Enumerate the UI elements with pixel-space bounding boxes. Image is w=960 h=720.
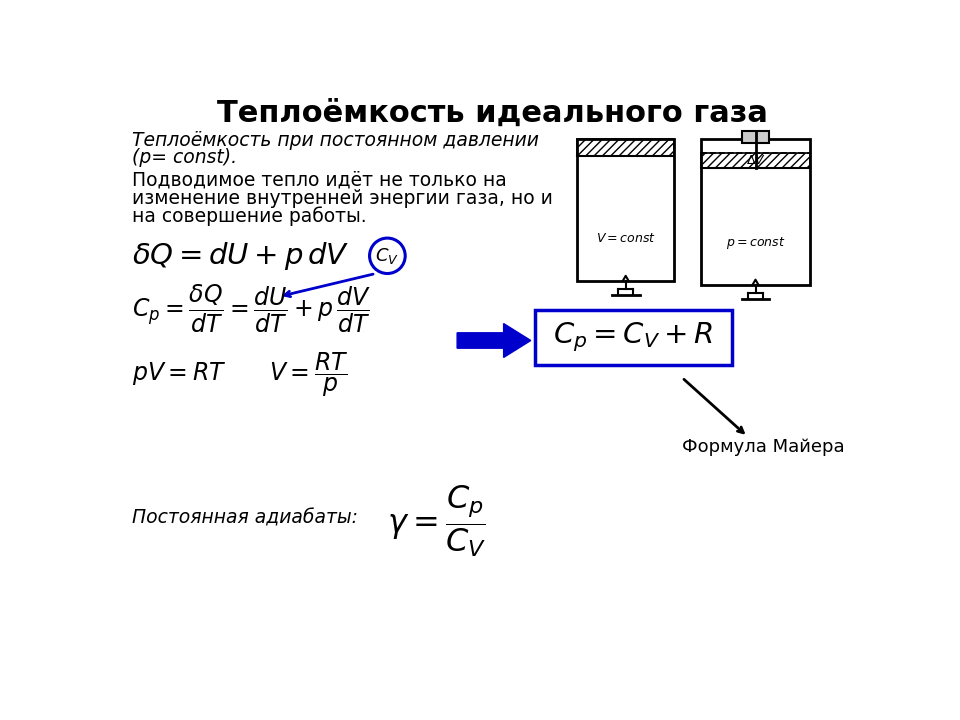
Text: $C_p = \dfrac{\delta Q}{dT} = \dfrac{dU}{dT} + p\,\dfrac{dV}{dT}$: $C_p = \dfrac{\delta Q}{dT} = \dfrac{dU}… — [132, 284, 371, 336]
Text: Формула Майера: Формула Майера — [682, 438, 845, 456]
Text: $V= const$: $V= const$ — [595, 233, 656, 246]
Bar — [701, 153, 809, 168]
Text: (p= const).: (p= const). — [132, 148, 237, 167]
Text: $C_V$: $C_V$ — [375, 246, 399, 266]
Text: на совершение работы.: на совершение работы. — [132, 206, 367, 225]
Text: Подводимое тепло идёт не только на: Подводимое тепло идёт не только на — [132, 171, 506, 190]
Text: $C_p = C_V + R$: $C_p = C_V + R$ — [553, 320, 713, 354]
Text: Постоянная адиабаты:: Постоянная адиабаты: — [132, 508, 358, 527]
Bar — [577, 139, 674, 282]
Text: $\Delta V$: $\Delta V$ — [746, 154, 765, 167]
Text: $pV = RT \qquad V = \dfrac{RT}{p}$: $pV = RT \qquad V = \dfrac{RT}{p}$ — [132, 351, 348, 400]
Bar — [742, 131, 769, 143]
Polygon shape — [457, 323, 531, 357]
Bar — [701, 139, 809, 285]
Text: Теплоёмкость при постоянном давлении: Теплоёмкость при постоянном давлении — [132, 131, 539, 150]
Bar — [535, 310, 732, 365]
Text: $p= const$: $p= const$ — [726, 235, 785, 251]
Text: Теплоёмкость идеального газа: Теплоёмкость идеального газа — [217, 99, 767, 128]
Text: $\gamma = \dfrac{C_p}{C_V}$: $\gamma = \dfrac{C_p}{C_V}$ — [388, 484, 487, 559]
Bar — [577, 139, 674, 156]
Text: $\delta Q = dU + p\,dV$: $\delta Q = dU + p\,dV$ — [132, 240, 349, 271]
Text: изменение внутренней энергии газа, но и: изменение внутренней энергии газа, но и — [132, 189, 553, 207]
